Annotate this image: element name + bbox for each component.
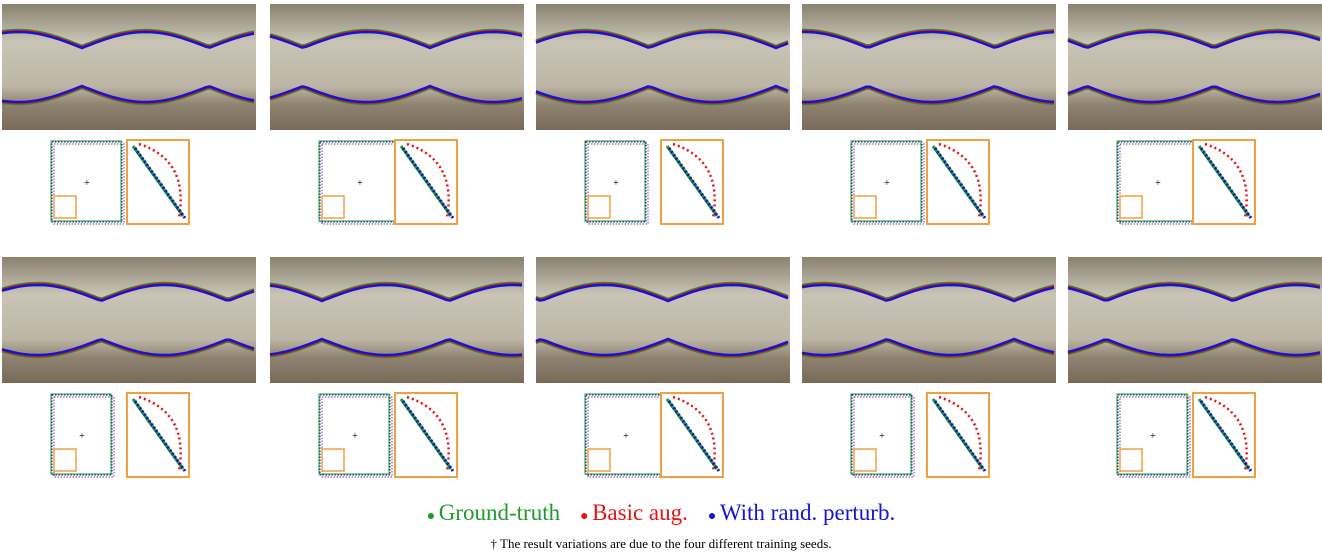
zoom-indicator [588, 196, 610, 218]
panorama [270, 4, 524, 130]
camera-marker: + [623, 431, 629, 442]
zoom-indicator [854, 196, 876, 218]
legend-bullet: ● [708, 509, 720, 524]
zoom-indicator [322, 196, 344, 218]
panorama [1068, 4, 1322, 130]
zoom-indicator [1120, 449, 1142, 471]
legend-item: ● Basic aug. [580, 500, 688, 525]
legend-label: With rand. perturb. [720, 500, 895, 525]
panorama [270, 257, 524, 383]
panorama [536, 4, 790, 130]
legend-bullet: ● [427, 509, 439, 524]
panorama [2, 257, 256, 383]
legend-bullet: ● [580, 509, 592, 524]
zoom-indicator [54, 196, 76, 218]
legend-label: Ground-truth [439, 500, 560, 525]
camera-marker: + [352, 431, 358, 442]
panorama [2, 4, 256, 130]
legend: ● Ground-truth● Basic aug.● With rand. p… [0, 500, 1322, 526]
camera-marker: + [884, 178, 890, 189]
zoom-indicator [588, 449, 610, 471]
panorama [536, 257, 790, 383]
zoom-indicator [1120, 196, 1142, 218]
panorama [1068, 257, 1322, 383]
camera-marker: + [1155, 178, 1161, 189]
legend-item: ● With rand. perturb. [708, 500, 895, 525]
camera-marker: + [1150, 431, 1156, 442]
legend-label: Basic aug. [592, 500, 688, 525]
zoom-indicator [854, 449, 876, 471]
footnote: † The result variations are due to the f… [0, 536, 1322, 552]
camera-marker: + [879, 431, 885, 442]
camera-marker: + [84, 178, 90, 189]
zoom-indicator [54, 449, 76, 471]
legend-item: ● Ground-truth [427, 500, 560, 525]
figure-panels: + + + + + + + + + + [0, 0, 1322, 495]
zoom-indicator [322, 449, 344, 471]
panorama [802, 257, 1056, 383]
camera-marker: + [79, 431, 85, 442]
camera-marker: + [357, 178, 363, 189]
page: {"legend": {"items": [ {"label": "Ground… [0, 0, 1322, 558]
panorama [802, 4, 1056, 130]
camera-marker: + [613, 178, 619, 189]
